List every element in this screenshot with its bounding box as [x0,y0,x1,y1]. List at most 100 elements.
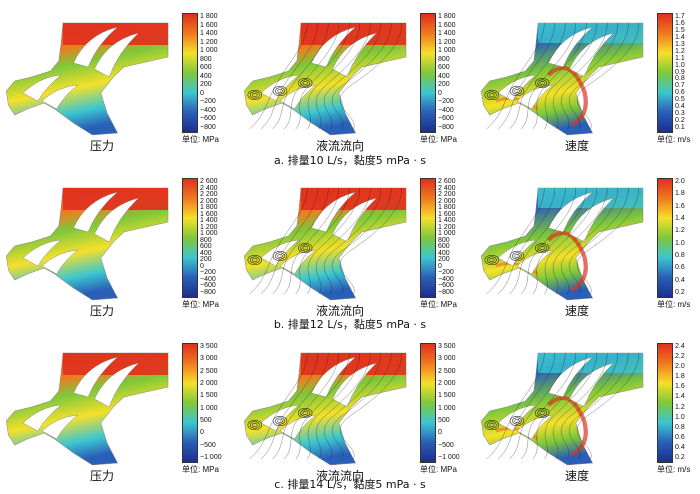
streamline [307,187,360,295]
colorbar-tick-label: −200 [200,269,216,277]
colorbar-tick-label: 600 [438,64,450,72]
streamline [532,187,587,295]
colorbar-tick-label: −600 [438,282,454,290]
colorbar-tick-label: 1 500 [200,392,218,400]
colorbar-tick-label: 2 200 [200,191,218,199]
blade-shape [311,356,356,398]
streamline [249,22,308,130]
colorbar-tick-label: 600 [200,64,212,72]
colorbar-tick-label: 0 [438,89,442,97]
colorbar-tick-label: 3 500 [438,343,456,350]
unit-label: 单位: m/s [657,135,691,144]
blade-shape [516,84,554,110]
colorbar-tick-label: 1 600 [438,210,456,218]
colorbar-tick-label: 600 [438,243,450,251]
streamline [568,22,629,130]
streamline [249,352,308,460]
streamline [331,22,392,130]
blade-shape [73,356,118,398]
streamline [552,352,608,460]
blade-shape [22,74,62,102]
row-c-pressure-panel: 3 500 3 000 2 500 2 000 1 500 1 000 500 0 −500 −1… [0,335,230,485]
blade-shape [516,249,554,275]
colorbar-tick-label: 400 [200,72,212,80]
blade-shape [94,197,140,243]
colorbar-tick-label: 0.6 [675,433,685,441]
colorbar-tick-label: 1.2 [675,403,685,411]
colorbar-tick-label: 1 000 [200,230,218,238]
colorbar-tick-label: 0.9 [675,68,685,76]
colorbar-tick-label: 2 500 [438,367,456,375]
colorbar-tick-label: 0.6 [675,89,685,97]
streamline [509,187,566,295]
blade-shape [94,362,140,408]
streamline [284,187,339,295]
flow-contour-plot [244,22,407,136]
colorbar-tick-label: 1.0 [675,239,685,247]
colorbar-tick-label: 1.4 [675,215,685,222]
streamline [272,352,329,460]
channel-body [244,22,407,136]
streamline [315,352,371,460]
streamline [295,352,350,460]
colorbar-tick-label: 1 800 [200,13,218,20]
colorbar-tick-label: 2 600 [438,178,456,185]
colorbar-tick-label: −400 [200,275,216,283]
colorbar-tick-label: 0.3 [675,110,685,118]
colorbar-tick-label: −500 [438,441,454,449]
row-b-pressure-panel: 2 600 2 400 2 200 2 000 1 800 1 600 1 400 1 200… [0,170,230,320]
streamline [295,187,350,295]
blade-shape [569,197,615,243]
colorbar-tick-label: −200 [438,98,454,106]
streamline [544,352,597,460]
colorbar-tick-label: 2 400 [200,184,218,192]
streamline [509,352,566,460]
colorbar-tick-label: 2.4 [675,343,685,350]
blade-shape [41,84,79,110]
colorbar-tick-label: 1 000 [200,47,218,55]
colorbar-tick-label: 1 000 [200,404,218,412]
colorbar-tick-label: 1 400 [200,217,218,225]
streamline [560,352,618,460]
colorbar-tick-label: 0.2 [675,117,685,125]
streamline [497,22,555,130]
colorbar-tick-label: 1.8 [675,373,685,381]
colorbar-tick-label: 200 [438,256,450,264]
row-c-caption: c. 排量14 L/s，黏度5 mPa · s [274,478,426,491]
streamline [260,352,318,460]
colorbar-tick-label: 0.8 [675,75,685,83]
streamline [272,22,329,130]
colorbar-tick-label: 0.5 [675,96,685,104]
blade-shape [41,414,79,440]
pressure-contour-plot [6,22,169,136]
colorbar-tick-label: 1.7 [675,13,685,20]
colorbar-tick-label: 1 400 [438,217,456,225]
channel-body [481,22,644,136]
streamline [307,352,360,460]
blade-shape [279,249,317,275]
streamline [532,352,587,460]
colorbar-tick-label: 1 500 [438,392,456,400]
blade-shape [569,362,615,408]
colorbar-tick-label: −600 [438,115,454,123]
channel-body [6,22,169,136]
streamline [260,187,318,295]
colorbar-tick-label: 0.4 [675,276,685,284]
colorbar-tick-label: 1 400 [438,30,456,38]
colorbar-tick-label: 1.4 [675,393,685,401]
channel-body [244,352,407,466]
panel-label: 压力 [89,139,114,153]
colorbar-tick-label: 2 000 [200,197,218,205]
colorbar-tick-label: 0 [200,89,204,97]
streamline [323,22,381,130]
unit-label: 单位: MPa [182,465,219,474]
colorbar-tick-label: 500 [200,417,212,424]
panel-label: 速度 [564,304,589,318]
colorbar-tick-label: 800 [438,55,450,63]
blade-shape [332,362,378,408]
streamline [323,187,381,295]
blade-shape [516,414,554,440]
colorbar-tick-label: 2 200 [438,191,456,199]
channel-body [244,187,407,301]
colorbar-tick-label: 2 400 [438,184,456,192]
